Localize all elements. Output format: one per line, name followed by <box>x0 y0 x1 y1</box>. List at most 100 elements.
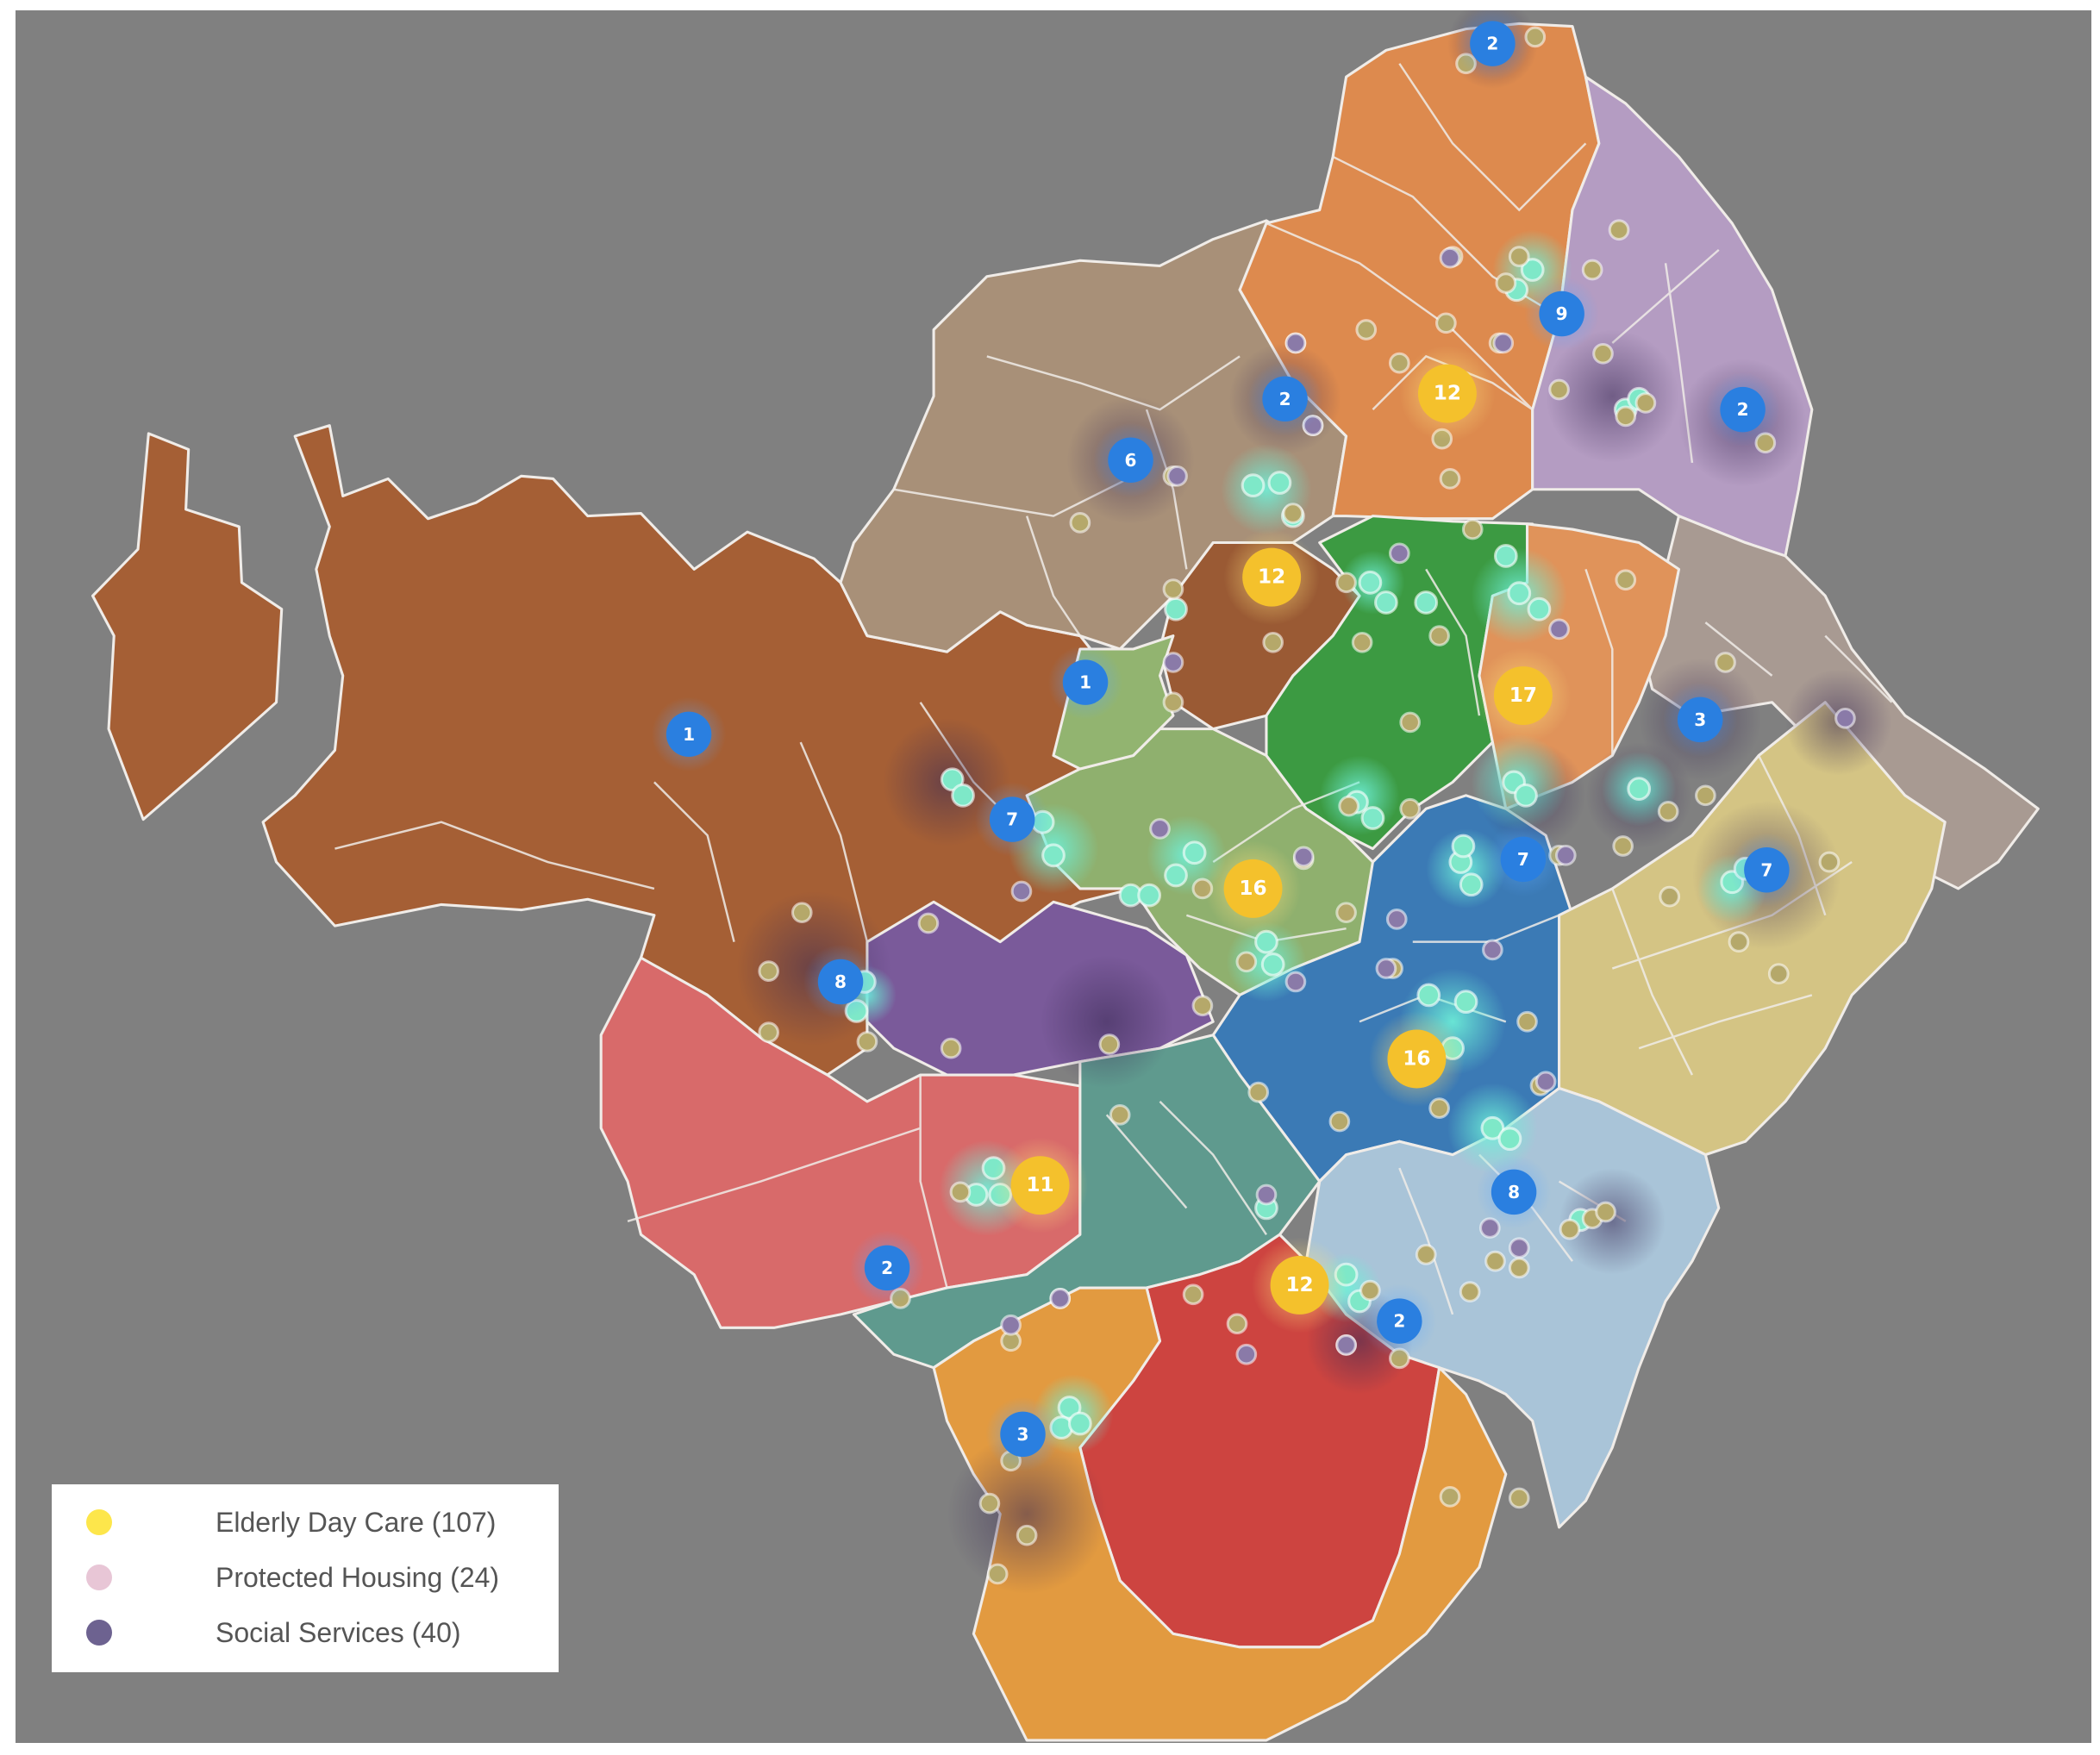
point-marker[interactable] <box>1247 1081 1270 1103</box>
cluster-circle[interactable] <box>864 1245 910 1291</box>
point-marker[interactable] <box>1534 1071 1557 1093</box>
point-marker[interactable] <box>856 1031 878 1052</box>
cluster-marker-blue[interactable]: 6 <box>1093 422 1168 498</box>
point-marker[interactable] <box>1581 259 1603 281</box>
point-marker[interactable] <box>949 1181 972 1203</box>
point-marker[interactable] <box>1659 885 1681 908</box>
point-marker[interactable] <box>1284 332 1307 354</box>
point-marker[interactable] <box>1715 652 1736 673</box>
point-marker[interactable] <box>1484 1250 1506 1272</box>
point-marker[interactable] <box>1615 569 1637 591</box>
cluster-circle[interactable] <box>1744 847 1790 893</box>
point-marker[interactable] <box>1508 246 1530 267</box>
point-marker[interactable] <box>951 783 975 808</box>
point-marker[interactable] <box>1351 631 1373 653</box>
point-marker[interactable] <box>1162 578 1184 600</box>
cluster-marker-blue[interactable]: 7 <box>974 782 1050 857</box>
point-marker[interactable] <box>1834 707 1856 729</box>
point-marker[interactable] <box>1182 840 1207 865</box>
point-marker[interactable] <box>1010 880 1033 902</box>
point-marker[interactable] <box>1335 902 1357 924</box>
point-marker[interactable] <box>940 1037 962 1059</box>
cluster-marker-blue[interactable]: 7 <box>1485 821 1561 897</box>
point-marker[interactable] <box>1067 1411 1092 1436</box>
point-marker[interactable] <box>1255 1184 1278 1206</box>
cluster-circle[interactable] <box>1470 21 1516 66</box>
point-marker[interactable] <box>1627 777 1652 802</box>
point-marker[interactable] <box>1416 983 1441 1008</box>
cluster-marker-blue[interactable]: 7 <box>1729 833 1804 908</box>
point-marker[interactable] <box>1374 590 1398 615</box>
point-marker[interactable] <box>758 960 780 982</box>
point-marker[interactable] <box>1493 544 1518 568</box>
point-marker[interactable] <box>1461 518 1484 540</box>
cluster-circle[interactable] <box>1677 696 1723 743</box>
cluster-circle[interactable] <box>1417 364 1477 423</box>
point-marker[interactable] <box>1355 319 1378 340</box>
point-marker[interactable] <box>1453 990 1478 1015</box>
cluster-marker-blue[interactable]: 8 <box>1476 1154 1552 1230</box>
point-marker[interactable] <box>1508 1237 1530 1259</box>
point-marker[interactable] <box>1615 405 1637 428</box>
point-marker[interactable] <box>1335 571 1357 594</box>
point-marker[interactable] <box>1399 797 1422 820</box>
point-marker[interactable] <box>1508 1487 1530 1509</box>
cluster-marker-blue[interactable]: 9 <box>1524 276 1599 352</box>
point-marker[interactable] <box>1459 872 1484 897</box>
point-marker[interactable] <box>1358 570 1383 595</box>
point-marker[interactable] <box>1595 1201 1616 1223</box>
point-marker[interactable] <box>1164 596 1188 621</box>
point-marker[interactable] <box>1267 471 1292 495</box>
point-marker[interactable] <box>1415 1244 1437 1265</box>
legend-item-elderly-day-care[interactable]: Elderly Day Care (107) <box>52 1495 559 1550</box>
cluster-marker-yellow[interactable]: 16 <box>1368 1010 1465 1108</box>
cluster-circle[interactable] <box>1377 1298 1422 1344</box>
point-marker[interactable] <box>1360 806 1385 830</box>
legend-item-social-services[interactable]: Social Services (40) <box>52 1605 559 1660</box>
cluster-marker-yellow[interactable]: 17 <box>1475 647 1572 744</box>
point-marker[interactable] <box>1634 392 1657 414</box>
point-marker[interactable] <box>1388 352 1410 374</box>
point-marker[interactable] <box>1507 581 1532 606</box>
point-marker[interactable] <box>1527 596 1552 621</box>
point-marker[interactable] <box>1049 1288 1072 1309</box>
cluster-circle[interactable] <box>817 959 864 1005</box>
point-marker[interactable] <box>1164 863 1188 888</box>
cluster-circle[interactable] <box>666 711 712 758</box>
point-marker[interactable] <box>1016 1524 1038 1546</box>
cluster-circle[interactable] <box>1062 659 1109 705</box>
point-marker[interactable] <box>1399 711 1422 734</box>
cluster-marker-yellow[interactable]: 12 <box>1399 346 1496 442</box>
point-marker[interactable] <box>1388 542 1410 565</box>
point-marker[interactable] <box>1284 971 1307 993</box>
point-marker[interactable] <box>1657 801 1679 822</box>
point-marker[interactable] <box>978 1492 1001 1515</box>
point-marker[interactable] <box>1548 378 1570 401</box>
point-marker[interactable] <box>1235 1343 1258 1365</box>
cluster-circle[interactable] <box>1500 836 1547 883</box>
cluster-circle[interactable] <box>1387 1029 1447 1089</box>
point-marker[interactable] <box>1592 342 1614 365</box>
point-marker[interactable] <box>1226 1313 1248 1335</box>
cluster-circle[interactable] <box>989 796 1035 842</box>
cluster-circle[interactable] <box>1262 376 1308 422</box>
point-marker[interactable] <box>1262 631 1284 653</box>
cluster-circle[interactable] <box>1242 547 1302 607</box>
point-marker[interactable] <box>1292 846 1315 868</box>
point-marker[interactable] <box>1166 465 1188 487</box>
cluster-circle[interactable] <box>1270 1255 1329 1315</box>
cluster-marker-blue[interactable]: 2 <box>1362 1283 1437 1358</box>
point-marker[interactable] <box>1514 783 1538 808</box>
point-marker[interactable] <box>1385 909 1408 930</box>
cluster-marker-yellow[interactable]: 12 <box>1223 529 1320 626</box>
point-marker[interactable] <box>1459 1281 1481 1303</box>
point-marker[interactable] <box>1241 473 1266 498</box>
point-marker[interactable] <box>1069 512 1091 534</box>
point-marker[interactable] <box>1149 818 1171 840</box>
point-marker[interactable] <box>1282 503 1304 524</box>
point-marker[interactable] <box>1508 1257 1530 1279</box>
cluster-marker-blue[interactable]: 2 <box>1455 10 1530 81</box>
cluster-circle[interactable] <box>1223 859 1283 918</box>
cluster-circle[interactable] <box>1539 290 1584 337</box>
